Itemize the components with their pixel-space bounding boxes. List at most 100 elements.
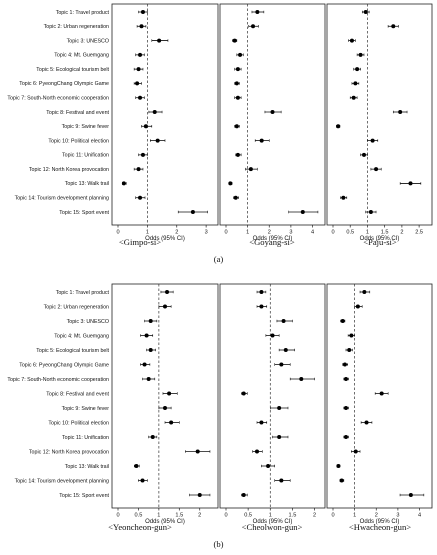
odds-point [283, 348, 288, 352]
region-label: <Gimpo-si> [119, 237, 161, 247]
x-tick-label: 1 [157, 513, 160, 519]
odds-point [347, 348, 352, 352]
odds-point [163, 304, 167, 309]
x-axis-label: Odds (95% CI) [253, 519, 293, 525]
x-tick-label: 2 [375, 513, 378, 519]
odds-point [139, 24, 144, 29]
odds-point [190, 210, 195, 214]
x-tick-label: 1.5 [381, 230, 389, 236]
x-tick-label: 1 [246, 230, 249, 236]
topic-label: Topic 7: South-North economic cooperatio… [7, 377, 109, 383]
odds-point [351, 95, 356, 100]
topic-label: Topic 3: UNESCO [67, 319, 109, 325]
odds-point [277, 406, 282, 410]
x-tick-label: 3 [205, 230, 208, 236]
odds-point [195, 449, 200, 454]
panel-a-label: (a) [214, 254, 224, 264]
odds-point [140, 10, 145, 14]
topic-label: Topic 1: Travel product [56, 290, 110, 296]
odds-point [364, 420, 369, 425]
topic-label: Topic 5: Ecological tourism belt [36, 67, 109, 73]
odds-point [408, 493, 413, 497]
topic-label: Topic 13: Walk trail [65, 181, 109, 187]
x-tick-label: 3 [396, 513, 399, 519]
odds-point [197, 493, 202, 497]
panel-frame [111, 3, 219, 226]
x-tick-label: 2.5 [415, 230, 423, 236]
x-axis-label: Odds (95% CI) [145, 519, 185, 525]
x-tick-label: 3 [289, 230, 292, 236]
x-tick-label: 2 [198, 513, 201, 519]
x-tick-label: 4 [418, 513, 421, 519]
topic-label: Topic 15: Sport event [59, 210, 109, 216]
odds-point [238, 52, 243, 57]
topic-label: Topic 2: Urban regeneration [44, 24, 109, 30]
x-tick-label: 0 [116, 230, 119, 236]
odds-point [374, 167, 379, 172]
x-axis-label: Odds (95% CI) [360, 236, 400, 242]
odds-point [228, 181, 233, 186]
odds-point [142, 362, 147, 367]
odds-point [355, 67, 360, 72]
odds-point [336, 464, 341, 468]
odds-point [340, 319, 345, 323]
odds-point [343, 377, 348, 381]
odds-point [368, 210, 373, 214]
topic-label: Topic 5: Ecological tourism belt [36, 348, 109, 354]
x-axis-label: Odds (95% CI) [145, 236, 185, 242]
x-tick-label: 1 [366, 230, 369, 236]
odds-point [143, 124, 148, 129]
odds-point [138, 95, 143, 100]
odds-point [353, 81, 358, 86]
odds-point [241, 493, 246, 497]
odds-point [259, 138, 264, 143]
odds-point [148, 348, 153, 352]
odds-point [167, 391, 172, 396]
odds-point [255, 10, 260, 14]
x-axis-label: Odds (95% CI) [360, 519, 400, 525]
odds-point [255, 449, 259, 454]
odds-point [251, 24, 256, 29]
odds-point [342, 362, 347, 367]
odds-point [241, 391, 246, 396]
odds-point [140, 152, 145, 157]
odds-point [248, 167, 253, 172]
odds-point [136, 167, 141, 172]
odds-point [266, 464, 271, 468]
odds-point [299, 377, 304, 381]
topic-label: Topic 9: Swine fever [62, 124, 110, 130]
region-label: <Yeoncheon-gun> [108, 522, 172, 532]
odds-point [339, 478, 344, 483]
x-tick-label: 1 [146, 230, 149, 236]
odds-point [336, 124, 341, 129]
odds-point [379, 391, 384, 396]
topic-label: Topic 11: Unification [62, 435, 109, 441]
odds-point [138, 195, 143, 200]
odds-point [363, 10, 368, 14]
odds-point [138, 52, 143, 57]
odds-point [150, 435, 155, 439]
odds-point [152, 110, 157, 114]
odds-point [355, 304, 360, 309]
panel-b-label: (b) [213, 539, 223, 549]
x-tick-label: 1 [353, 513, 356, 519]
panel-frame [326, 3, 433, 226]
odds-point [140, 478, 145, 483]
x-tick-label: 0.5 [135, 513, 143, 519]
topic-label: Topic 10: Political election [48, 420, 109, 426]
panel-frame [111, 283, 219, 509]
x-tick-label: 2 [175, 230, 178, 236]
x-tick-label: 0 [116, 513, 119, 519]
topic-label: Topic 14: Tourism development planning [15, 196, 109, 202]
odds-point [134, 464, 139, 468]
topic-label: Topic 6: PyeongChang Olympic Game [19, 362, 109, 368]
chart-panel-3: 0 0.5 1 1.5 2 Odds (95% CI)<Yeoncheon-gun> Top… [7, 283, 219, 532]
odds-point [259, 290, 264, 294]
odds-point [136, 67, 141, 72]
topic-label: Topic 9: Swine fever [62, 406, 110, 412]
x-tick-label: 2 [268, 230, 271, 236]
odds-point [270, 333, 275, 338]
